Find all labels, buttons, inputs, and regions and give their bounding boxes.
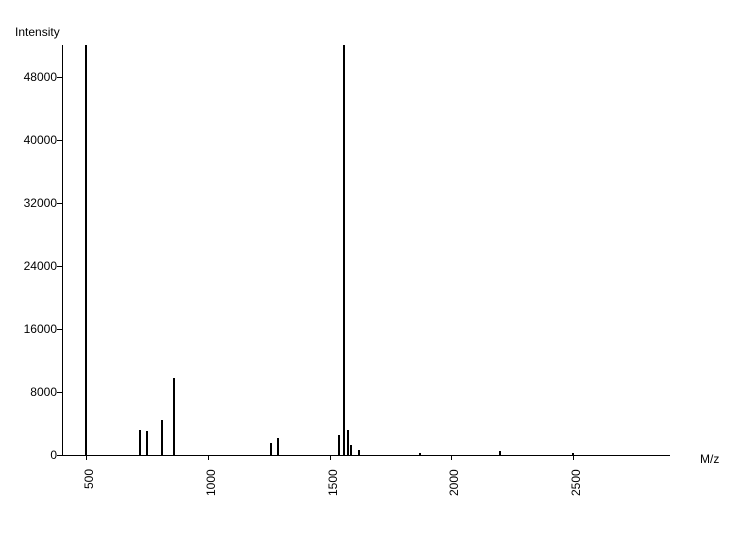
x-tick-label: 2000 [447, 469, 461, 496]
spectrum-peak [338, 435, 340, 456]
x-tick [573, 455, 574, 460]
spectrum-peak [173, 378, 175, 455]
spectrum-peak [270, 443, 272, 455]
y-tick-label: 16000 [12, 322, 57, 336]
x-tick-label: 1000 [204, 469, 218, 496]
spectrum-peak [358, 450, 360, 455]
x-axis-title: M/z [700, 452, 719, 466]
spectrum-peak [146, 431, 148, 455]
x-axis [62, 455, 670, 456]
spectrum-peak [572, 453, 574, 455]
y-tick [57, 203, 62, 204]
y-tick [57, 392, 62, 393]
y-tick [57, 455, 62, 456]
y-axis-title: Intensity [15, 25, 60, 39]
plot-area [62, 45, 670, 455]
y-tick-label: 48000 [12, 70, 57, 84]
spectrum-peak [85, 45, 87, 455]
x-tick-label: 1500 [326, 469, 340, 496]
x-tick [208, 455, 209, 460]
spectrum-peak [139, 430, 141, 455]
x-tick-label: 500 [82, 469, 96, 489]
y-tick [57, 77, 62, 78]
y-tick-label: 0 [12, 448, 57, 462]
y-tick-label: 8000 [12, 385, 57, 399]
spectrum-peak [347, 430, 349, 455]
y-tick [57, 140, 62, 141]
spectrum-peak [277, 438, 279, 455]
x-tick [86, 455, 87, 460]
x-tick [451, 455, 452, 460]
y-tick [57, 266, 62, 267]
y-tick [57, 329, 62, 330]
spectrum-peak [161, 420, 163, 455]
y-tick-label: 32000 [12, 196, 57, 210]
y-tick-label: 40000 [12, 133, 57, 147]
spectrum-peak [499, 451, 501, 455]
x-tick [330, 455, 331, 460]
y-axis [62, 45, 63, 455]
spectrum-peak [350, 445, 352, 455]
spectrum-peak [343, 45, 345, 455]
spectrum-peak [419, 453, 421, 455]
y-tick-label: 24000 [12, 259, 57, 273]
mass-spectrum-chart: Intensity M/z 0 8000 16000 24000 32000 40000 4… [0, 0, 750, 540]
x-tick-label: 2500 [569, 469, 583, 496]
